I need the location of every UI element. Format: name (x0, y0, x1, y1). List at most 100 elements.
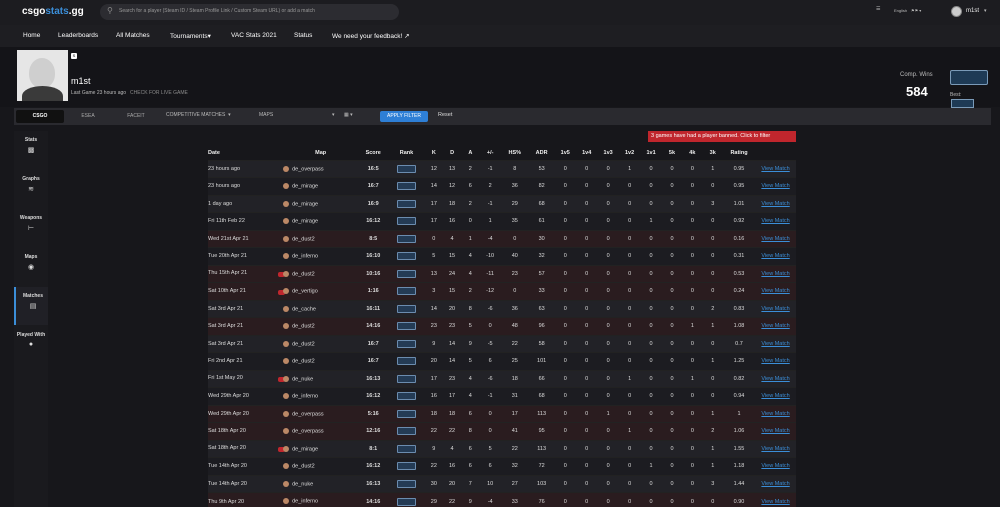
reset-button[interactable]: Reset (438, 112, 453, 118)
table-row[interactable]: Sat 18th Apr 20 de_overpass 12:16 22 22 8 0 41 9… (208, 422, 796, 440)
table-row[interactable]: Wed 21st Apr 21 de_dust2 8:5 0 4 1 -4 0 30 0 0 0 0 0 0… (208, 229, 796, 248)
nav-status[interactable]: Status (294, 32, 313, 39)
tab-esea[interactable]: ESEA (81, 113, 95, 119)
clutch-stat: 0 (661, 387, 683, 405)
view-match-link[interactable]: View Match (761, 235, 790, 242)
ban-icon (278, 377, 286, 383)
tab-faceit[interactable]: FACEIT (127, 113, 145, 119)
view-match-link[interactable]: View Match (761, 410, 790, 417)
best-rank-icon (951, 99, 974, 108)
rating: 0.94 (722, 387, 756, 405)
view-match-link[interactable]: View Match (761, 218, 790, 225)
clutch-stat: 0 (618, 439, 641, 458)
site-logo[interactable]: csgostats.gg (22, 6, 84, 17)
sidebar-item-maps[interactable]: Maps ◉ (24, 254, 38, 271)
table-row[interactable]: Thu 15th Apr 21 de_dust2 10:16 13 24 4 -11 23 57… (208, 264, 796, 283)
nav-feedback[interactable]: We need your feedback! ↗ (332, 33, 410, 40)
table-row[interactable]: 23 hours ago de_overpass 16:5 12 13 2 -1 8 53 0 0 0… (208, 159, 796, 178)
sidebar-item-played-with[interactable]: Played With ● (16, 332, 46, 348)
steam-icon[interactable]: S (71, 53, 77, 59)
column-header: A (468, 149, 473, 156)
view-match-link[interactable]: View Match (761, 445, 790, 452)
view-match-link[interactable]: View Match (761, 305, 790, 312)
clutch-stat: 1 (618, 159, 641, 178)
view-match-link[interactable]: View Match (761, 480, 790, 487)
chevron-down-icon[interactable]: ▾ (984, 8, 987, 14)
clutch-stat: 0 (575, 282, 598, 300)
clutch-stat: 0 (597, 369, 619, 388)
view-match-link[interactable]: View Match (761, 270, 790, 277)
view-match-link[interactable]: View Match (761, 358, 790, 365)
match-map: de_cache (283, 299, 359, 318)
kills: 30 (424, 474, 443, 493)
table-row[interactable]: Wed 29th Apr 20 de_overpass 5:16 18 18 6 0 17 11… (208, 404, 796, 423)
view-match-link[interactable]: View Match (761, 393, 790, 400)
table-row[interactable]: 1 day ago de_mirage 16:9 17 18 2 -1 29 68 0 0 0 0 0 0 0… (208, 194, 796, 213)
sidebar-item-matches[interactable]: Matches ▤ (14, 287, 48, 325)
banned-notice[interactable]: 3 games have had a player banned. Click … (648, 131, 796, 142)
match-rank (388, 439, 425, 458)
view-match-link[interactable]: View Match (761, 253, 790, 260)
view-match-link[interactable]: View Match (761, 498, 790, 505)
view-match-link[interactable]: View Match (761, 288, 790, 295)
username-menu[interactable]: m1st (966, 8, 980, 14)
flag-icons[interactable]: ⚑⚑ ▾ (911, 8, 922, 13)
view-match-link[interactable]: View Match (761, 200, 790, 207)
clutch-stat: 0 (661, 177, 683, 195)
table-row[interactable]: Fri 2nd Apr 21 de_dust2 16:7 20 14 5 6 25 101 0 0 0… (208, 352, 796, 370)
calendar-icon[interactable]: ▦ ▾ (344, 112, 353, 118)
clutch-stat: 0 (682, 159, 703, 178)
view-match-link[interactable]: View Match (761, 375, 790, 382)
table-row[interactable]: Sat 3rd Apr 21 de_dust2 16:7 9 14 9 -5 22 58 0 0 0 0… (208, 334, 796, 353)
user-avatar[interactable] (951, 6, 962, 17)
maps-select[interactable]: MAPS (259, 112, 274, 118)
nav-vac-stats[interactable]: VAC Stats 2021 (231, 32, 277, 39)
table-row[interactable]: Sat 3rd Apr 21 de_dust2 14:16 23 23 5 0 48 96 0 0 0… (208, 317, 796, 335)
clutch-stat: 0 (597, 299, 619, 318)
table-row[interactable]: Sat 18th Apr 20 de_mirage 8:1 9 4 6 5 22 113 0 0 0 0… (208, 439, 796, 458)
table-row[interactable]: Tue 14th Apr 20 de_dust2 16:12 22 16 6 6 32 72 0 0… (208, 457, 796, 475)
view-match-link[interactable]: View Match (761, 183, 790, 190)
sidebar-item-stats[interactable]: Stats ▩ (24, 137, 38, 154)
match-score: 16:13 (358, 369, 389, 388)
check-live-game-link[interactable]: CHECK FOR LIVE GAME (130, 90, 188, 96)
kills: 16 (424, 387, 443, 405)
table-row[interactable]: Tue 20th Apr 21 de_inferno 16:10 5 15 4 -10 40 3… (208, 247, 796, 265)
apply-filter-button[interactable]: APPLY FILTER (380, 111, 428, 122)
view-match-link[interactable]: View Match (761, 165, 790, 172)
adr: 32 (528, 247, 555, 265)
table-row[interactable]: Sat 3rd Apr 21 de_cache 16:11 14 20 8 -6 36 63 0 0… (208, 299, 796, 318)
view-match-link[interactable]: View Match (761, 323, 790, 330)
player-search-input[interactable]: ⚲ Search for a player (Steam ID / Steam … (100, 4, 399, 20)
match-map: de_vertigo (283, 282, 359, 300)
table-row[interactable]: Wed 29th Apr 20 de_inferno 16:12 16 17 4 -1 31 6… (208, 387, 796, 405)
language-select[interactable]: English (894, 8, 908, 13)
table-row[interactable]: Sat 10th Apr 21 de_vertigo 1:16 3 15 2 -12 0 33 0… (208, 282, 796, 300)
clutch-stat: 0 (702, 369, 723, 388)
table-row[interactable]: Thu 9th Apr 20 de_inferno 14:16 29 22 9 -4 33 76… (208, 492, 796, 507)
rank-icon (396, 339, 416, 348)
maps-dropdown-icon[interactable]: ▾ (332, 112, 335, 118)
headshot-pct: 35 (500, 212, 529, 230)
nav-home[interactable]: Home (23, 32, 41, 39)
menu-icon[interactable]: ☰ (876, 6, 881, 12)
plus-minus: 1 (479, 212, 501, 230)
view-match-link[interactable]: View Match (761, 340, 790, 347)
table-row[interactable]: 23 hours ago de_mirage 16:7 14 12 6 2 36 82 0 0 0 0 0… (208, 177, 796, 195)
map-icon (283, 445, 290, 452)
tab-csgo[interactable]: CSGO (16, 110, 64, 123)
nav-all-matches[interactable]: All Matches (116, 32, 150, 39)
sidebar-item-graphs[interactable]: Graphs ≋ (22, 176, 40, 193)
gun-icon: ⊢ (27, 225, 35, 232)
rating: 0.24 (722, 282, 756, 300)
view-match-link[interactable]: View Match (761, 463, 790, 470)
nav-tournaments[interactable]: Tournaments▾ (170, 33, 211, 40)
match-type-select[interactable]: COMPETITIVE MATCHES ▾ (166, 112, 231, 118)
view-match-link[interactable]: View Match (761, 428, 790, 435)
sidebar-item-weapons[interactable]: Weapons ⊢ (19, 215, 43, 232)
table-row[interactable]: Fri 11th Feb 22 de_mirage 16:12 17 16 0 1 35 61 0… (208, 212, 796, 230)
column-header: 1v4 (582, 149, 592, 156)
table-row[interactable]: Fri 1st May 20 de_nuke 16:13 17 23 4 -6 18 66 0 0 0… (208, 369, 796, 388)
table-row[interactable]: Tue 14th Apr 20 de_nuke 16:13 30 20 7 10 27 103 0… (208, 474, 796, 493)
nav-leaderboards[interactable]: Leaderboards (58, 32, 99, 39)
